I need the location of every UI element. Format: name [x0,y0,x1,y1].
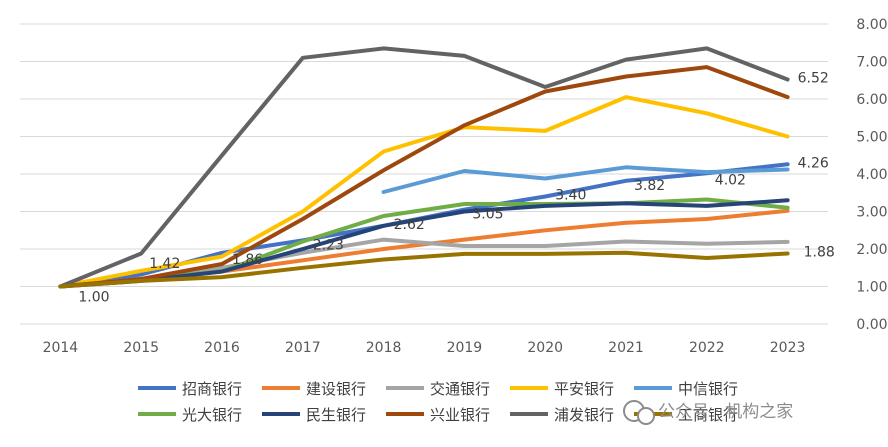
data-label: 4.02 [715,172,746,188]
legend-label: 招商银行 [182,380,242,398]
legend-label: 民生银行 [306,406,366,424]
watermark-text: 公众号 · 机构之家 [658,402,793,422]
data-label: 3.05 [472,207,503,223]
legend-item: 民生银行 [262,406,366,424]
x-tick-label: 2014 [43,340,79,356]
legend-item: 兴业银行 [386,406,490,424]
y-tick-label: 5.00 [856,130,887,146]
data-label: 3.82 [634,178,665,194]
data-label: 1.42 [149,256,180,272]
watermark-logo [623,400,655,425]
legend-item: 招商银行 [138,380,242,398]
legend-item: 建设银行 [262,380,366,398]
x-tick-label: 2023 [770,340,806,356]
legend-label: 建设银行 [306,380,366,398]
x-tick-label: 2017 [285,340,321,356]
y-tick-label: 2.00 [856,242,887,258]
series-line-6 [58,198,790,289]
watermark: 公众号 · 机构之家 [623,400,793,425]
y-tick-label: 1.00 [856,280,887,296]
y-tick-label: 0.00 [856,317,887,333]
series-line-9 [58,250,790,289]
legend-item: 浦发银行 [510,406,614,424]
legend-label: 平安银行 [554,380,614,398]
x-axis-ticks: 2014 2015 2016 2017 2018 2019 2020 2021 2022 2023 [43,340,806,356]
legend-item: 交通银行 [386,380,490,398]
legend-label: 工商银行 [678,406,738,424]
x-tick-label: 2016 [204,340,240,356]
y-tick-label: 8.00 [856,17,887,33]
x-tick-label: 2020 [527,340,563,356]
data-label: 1.88 [804,245,835,261]
data-label: 2.62 [394,217,425,233]
data-label: 4.26 [798,155,829,171]
series-line-3 [58,95,790,289]
wechat-icon-bubble [637,407,655,425]
legend-label: 光大银行 [182,406,242,424]
legend-item: 平安银行 [510,380,614,398]
legend-label: 兴业银行 [430,406,490,424]
y-axis-ticks: 0.00 1.00 2.00 3.00 4.00 5.00 6.00 7.00 8.00 [856,17,887,333]
data-label: 1.86 [232,252,263,268]
x-tick-label: 2021 [608,340,644,356]
x-tick-label: 2022 [689,340,725,356]
legend-label: 浦发银行 [554,406,614,424]
data-label: 3.40 [555,188,586,204]
data-labels: 1.00 1.42 1.86 2.23 2.62 3.05 3.40 3.82 4.02 4.26… [78,71,834,306]
data-label: 6.52 [798,71,829,87]
series-lines [58,46,790,289]
legend-item: 中信银行 [634,380,738,398]
data-label: 1.00 [78,290,109,306]
legend-label: 中信银行 [678,380,738,398]
y-tick-label: 7.00 [856,55,887,71]
y-tick-label: 3.00 [856,205,887,221]
grid-lines [20,23,828,325]
legend-label: 交通银行 [430,380,490,398]
x-tick-label: 2018 [366,340,402,356]
series-line-4 [381,165,790,194]
y-tick-label: 4.00 [856,167,887,183]
x-tick-label: 2019 [447,340,483,356]
y-tick-label: 6.00 [856,92,887,108]
series-line-7 [58,65,790,289]
x-tick-label: 2015 [123,340,159,356]
series-line-8 [58,46,790,289]
data-label: 2.23 [313,237,344,253]
legend-item: 光大银行 [138,406,242,424]
